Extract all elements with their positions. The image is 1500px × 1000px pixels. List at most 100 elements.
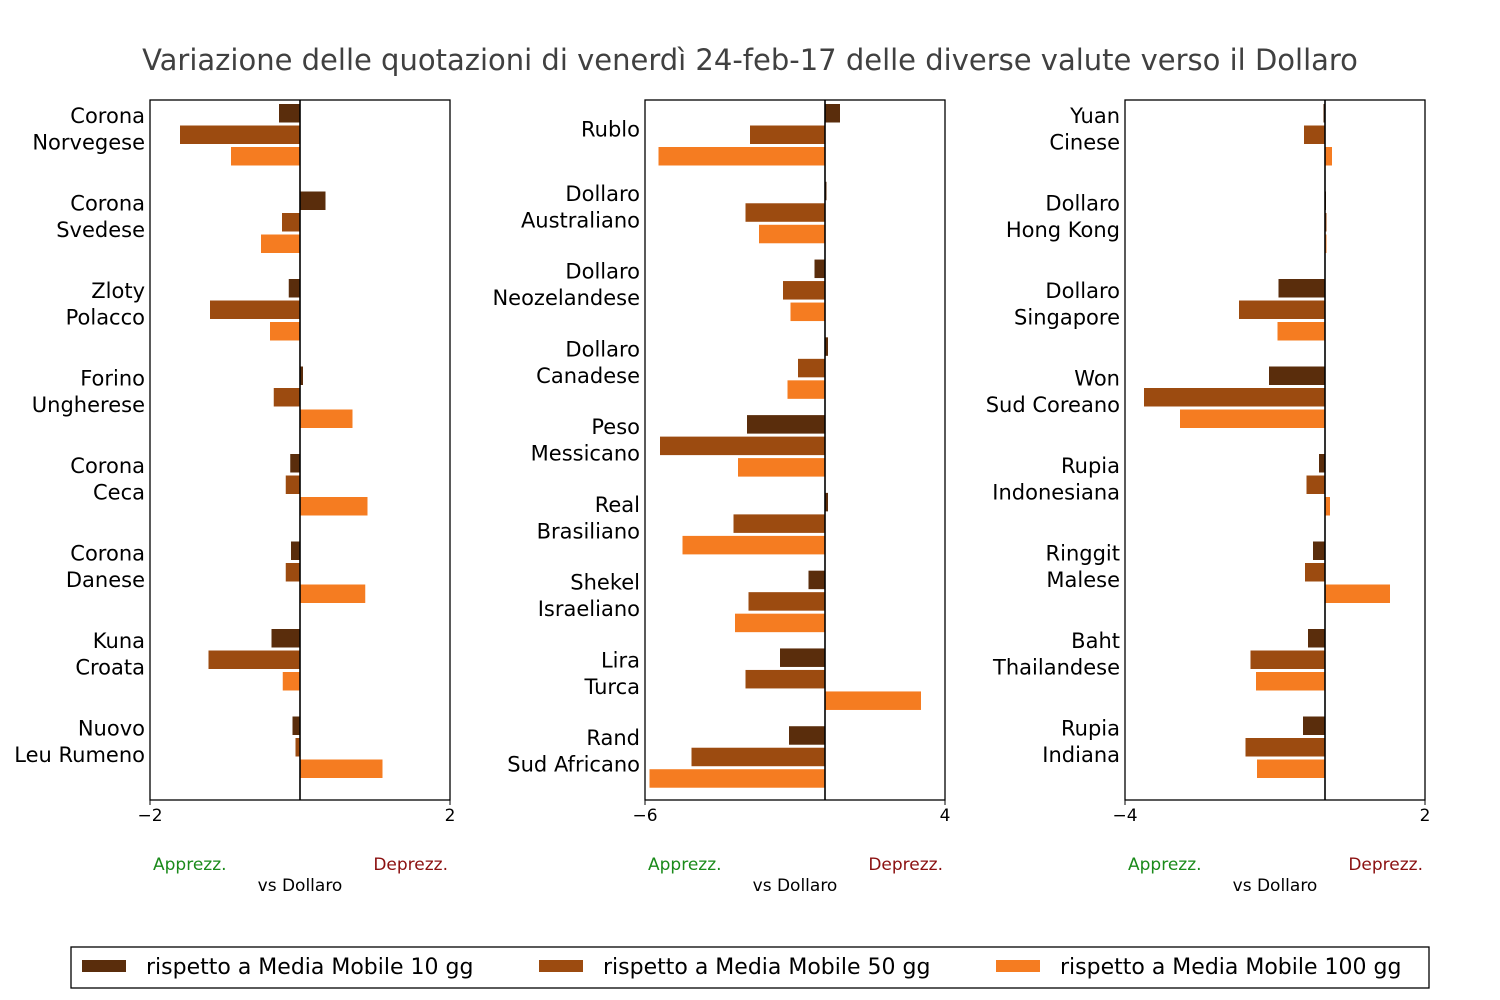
bar [261, 234, 300, 253]
legend-label: rispetto a Media Mobile 100 gg [1060, 955, 1401, 980]
category-label: Baht Thailandese [992, 629, 1120, 680]
category-label-line: Yuan [1069, 104, 1120, 128]
x-tick-label: −4 [1112, 806, 1137, 826]
bar [1144, 388, 1325, 407]
category-label-line: Rublo [581, 117, 640, 141]
bar [1239, 300, 1325, 319]
legend: rispetto a Media Mobile 10 gg rispetto a … [70, 946, 1430, 989]
category-label-line: Australiano [521, 208, 640, 232]
bar [808, 570, 825, 590]
bar [747, 415, 825, 434]
x-tick-label: 2 [445, 806, 456, 826]
bar [300, 191, 326, 210]
category-label-line: Polacco [66, 306, 145, 330]
bar [787, 380, 825, 399]
category-label-line: Rupia [1061, 454, 1120, 478]
category-label-line: Forino [80, 367, 145, 391]
bar [1269, 366, 1325, 385]
x-axis-label: vs Dollaro [753, 876, 838, 896]
category-label: Peso Messicano [531, 415, 640, 466]
bar [1256, 672, 1325, 691]
category-label-line: Sud Coreano [986, 393, 1120, 417]
category-label-line: Corona [70, 104, 145, 128]
bar [1325, 497, 1330, 516]
category-label-line: Neozelandese [492, 286, 640, 310]
category-label: Won Sud Coreano [986, 367, 1120, 418]
category-label-line: Nuovo [78, 717, 145, 741]
bar [285, 475, 300, 494]
category-label-line: Shekel [570, 571, 640, 595]
bar [738, 458, 825, 477]
category-label: Dollaro Australiano [521, 182, 640, 233]
category-label-line: Danese [66, 568, 145, 592]
category-label-line: Rand [586, 726, 640, 750]
legend-entry: rispetto a Media Mobile 100 gg [996, 955, 1401, 980]
category-label-line: Baht [1071, 629, 1120, 653]
bar [270, 322, 300, 341]
category-label-line: Rupia [1061, 717, 1120, 741]
bar [691, 747, 825, 767]
bar [1305, 563, 1325, 582]
bar [1325, 584, 1390, 603]
category-label-line: Brasiliano [537, 519, 640, 543]
bar [1180, 409, 1325, 428]
category-label-line: Kuna [93, 629, 145, 653]
bar [825, 691, 921, 710]
category-label-line: Peso [591, 415, 640, 439]
bar [748, 592, 825, 611]
bar [1313, 541, 1325, 560]
appreciation-note: Apprezz. [153, 855, 227, 875]
plot-frame [644, 99, 946, 801]
appreciation-note: Apprezz. [648, 855, 722, 875]
bar [798, 358, 825, 378]
bar [300, 759, 383, 778]
category-label-line: Ringgit [1046, 542, 1120, 566]
category-label-line: Leu Rumeno [14, 743, 145, 767]
category-label: Rand Sud Africano [507, 726, 640, 777]
bar [790, 302, 825, 322]
category-label: Lira Turca [583, 648, 640, 699]
bar [180, 125, 300, 144]
category-label-line: Cinese [1049, 131, 1120, 155]
bar [1245, 738, 1325, 757]
bar [745, 669, 825, 689]
x-tick-label: 2 [1420, 806, 1431, 826]
category-label: Rublo [581, 117, 640, 141]
bar [1257, 759, 1325, 778]
category-label-line: Turca [583, 675, 640, 699]
bar [231, 147, 300, 166]
bar [789, 726, 825, 745]
category-label: Nuovo Leu Rumeno [14, 717, 145, 768]
legend-swatch [996, 960, 1040, 972]
category-label-line: Indonesiana [992, 481, 1120, 505]
x-tick-label: −6 [632, 806, 657, 826]
legend-frame [70, 946, 1430, 989]
bar [1278, 279, 1325, 298]
x-axis-label: vs Dollaro [1233, 876, 1318, 896]
bar [750, 125, 825, 144]
legend-swatch [82, 960, 126, 972]
category-label-line: Norvegese [32, 131, 145, 155]
bar [210, 300, 300, 319]
bar [1250, 650, 1325, 669]
bar [825, 492, 828, 512]
depreciation-note: Deprezz. [373, 855, 448, 875]
legend-label: rispetto a Media Mobile 10 gg [146, 955, 473, 980]
x-tick-label: −2 [137, 806, 162, 826]
bar [285, 563, 300, 582]
category-label-line: Lira [601, 648, 640, 672]
plot-frame [1124, 99, 1426, 801]
category-label-line: Ceca [93, 481, 145, 505]
category-label-line: Real [595, 493, 640, 517]
category-label: Zloty Polacco [66, 279, 145, 330]
category-label-line: Singapore [1014, 306, 1120, 330]
bar [682, 535, 825, 555]
legend-label: rispetto a Media Mobile 50 gg [603, 955, 930, 980]
category-label: Rupia Indonesiana [992, 454, 1120, 505]
bar [660, 436, 825, 456]
x-axis-label: vs Dollaro [258, 876, 343, 896]
legend-swatch [539, 960, 583, 972]
category-label-line: Zloty [91, 279, 145, 303]
